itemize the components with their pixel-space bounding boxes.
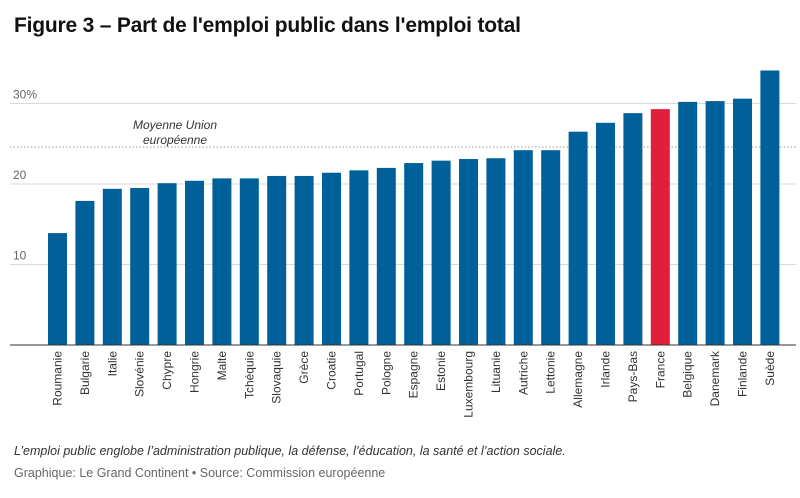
bar [596, 122, 615, 345]
x-tick-label: Lituanie [489, 351, 503, 393]
bar [431, 160, 451, 345]
x-tick-label: Croatie [325, 351, 339, 390]
x-tick-label: Malte [215, 351, 229, 381]
x-tick-label: Chypre [160, 351, 174, 390]
x-tick-label: Grèce [297, 351, 311, 384]
x-tick-label: Irlande [599, 351, 613, 388]
x-tick-label: Portugal [352, 351, 366, 396]
x-tick-label: Pays-Bas [626, 351, 640, 402]
bar [568, 131, 588, 345]
bar [239, 178, 259, 345]
bar [678, 101, 698, 345]
x-tick-label: Slovénie [133, 351, 147, 397]
x-tick-label: Suède [763, 351, 777, 386]
bar-highlight [650, 109, 670, 345]
x-tick-label: Luxembourg [462, 351, 476, 418]
x-tick-label: Lettonie [544, 351, 558, 394]
x-tick-label: Roumanie [51, 351, 65, 406]
x-tick-label: Italie [105, 351, 119, 377]
y-tick-label: 10 [13, 249, 27, 263]
bar [102, 188, 122, 345]
bar [212, 178, 232, 345]
x-tick-label: Finlande [736, 351, 750, 397]
x-tick-label: Espagne [407, 351, 421, 399]
y-tick-label: 30% [13, 88, 37, 102]
bar [760, 70, 780, 346]
chart-title: Figure 3 – Part de l'emploi public dans … [14, 14, 521, 37]
x-tick-label: Tchéquie [242, 351, 256, 399]
bar [541, 150, 561, 345]
bar [75, 200, 95, 345]
average-label: Moyenne Union européenne [133, 118, 217, 147]
footnote: L’emploi public englobe l’administration… [14, 444, 566, 458]
bar [267, 175, 287, 345]
bar [376, 167, 396, 345]
bar [349, 170, 369, 345]
x-tick-label: Estonie [434, 351, 448, 391]
average-label-line: Moyenne Union [133, 118, 217, 132]
bar [623, 113, 643, 345]
y-tick-label: 20 [13, 168, 27, 182]
x-tick-label: Hongrie [188, 351, 202, 393]
bar [705, 101, 725, 346]
bar [130, 188, 150, 345]
x-tick-label: France [653, 351, 667, 389]
bar [486, 158, 506, 345]
bar-chart: 10 20 30% Moyenne Union européenne Roumanie Bu… [10, 70, 796, 418]
bar [185, 180, 204, 345]
bar [513, 150, 533, 345]
x-tick-label: Slovaquie [270, 351, 284, 404]
x-tick-label: Bulgarie [78, 351, 92, 395]
bar [459, 159, 478, 345]
x-tick-label: Allemagne [571, 351, 585, 408]
bar [733, 98, 752, 345]
x-tick-label: Autriche [516, 351, 530, 395]
x-tick-label: Belgique [681, 351, 695, 398]
bar [404, 163, 424, 345]
bar [157, 183, 177, 345]
source-credit: Graphique: Le Grand Continent • Source: … [14, 466, 386, 480]
bar [322, 172, 341, 345]
x-tick-label: Pologne [379, 351, 393, 395]
bar [48, 233, 67, 345]
average-label-line: européenne [143, 133, 207, 147]
x-tick-label: Danemark [708, 350, 722, 406]
bar [294, 175, 314, 345]
